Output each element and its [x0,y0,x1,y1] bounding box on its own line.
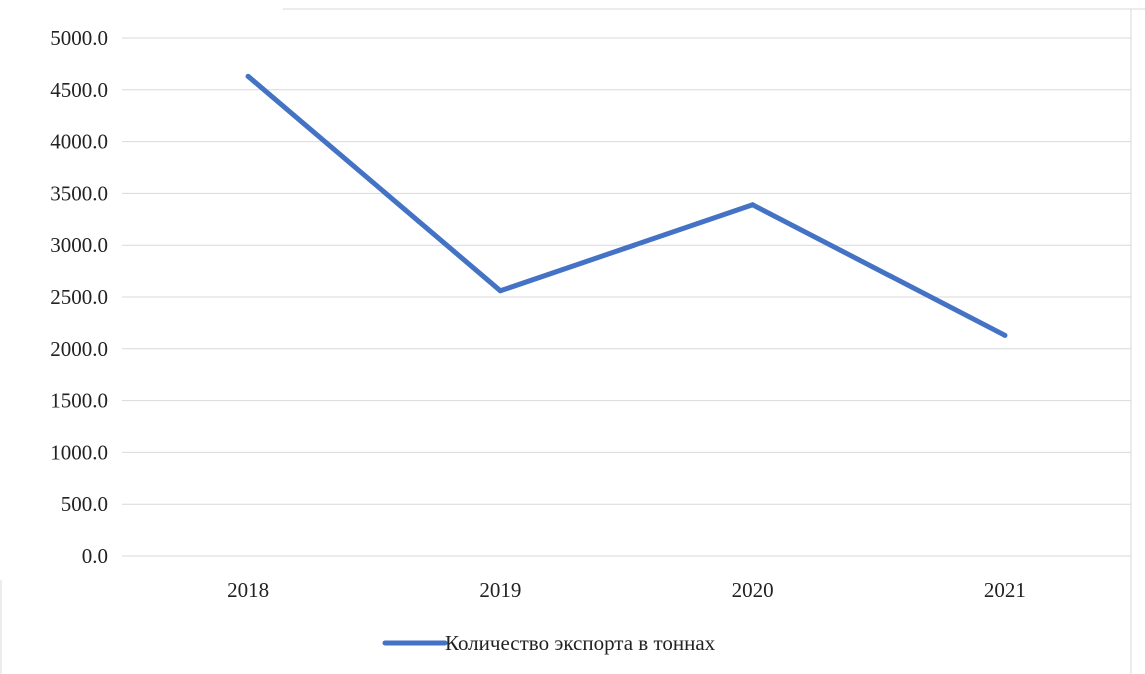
series-layer [245,73,1008,338]
y-tick-label: 4500.0 [50,78,108,102]
data-point [750,202,756,208]
y-tick-label: 3500.0 [50,181,108,205]
y-tick-label: 2500.0 [50,285,108,309]
y-tick-label: 0.0 [82,544,108,568]
y-tick-label: 4000.0 [50,130,108,154]
y-tick-label: 1000.0 [50,440,108,464]
x-axis: 2018 2019 2020 2021 [227,578,1026,602]
y-tick-label: 1500.0 [50,389,108,413]
x-tick-label: 2020 [732,578,774,602]
data-point [245,73,251,79]
y-tick-label: 2000.0 [50,337,108,361]
y-tick-label: 5000.0 [50,26,108,50]
data-point [1002,332,1008,338]
gridlines [122,37,1131,557]
y-tick-label: 3000.0 [50,233,108,257]
legend: Количество экспорта в тоннах [382,631,716,655]
y-axis: 0.0 500.0 1000.0 1500.0 2000.0 2500.0 3000.0 35… [50,26,108,568]
x-tick-label: 2021 [984,578,1026,602]
data-point [497,288,503,294]
x-tick-label: 2019 [479,578,521,602]
x-tick-label: 2018 [227,578,269,602]
y-tick-label: 500.0 [61,492,108,516]
legend-label: Количество экспорта в тоннах [445,631,716,655]
series-line [245,73,1008,338]
